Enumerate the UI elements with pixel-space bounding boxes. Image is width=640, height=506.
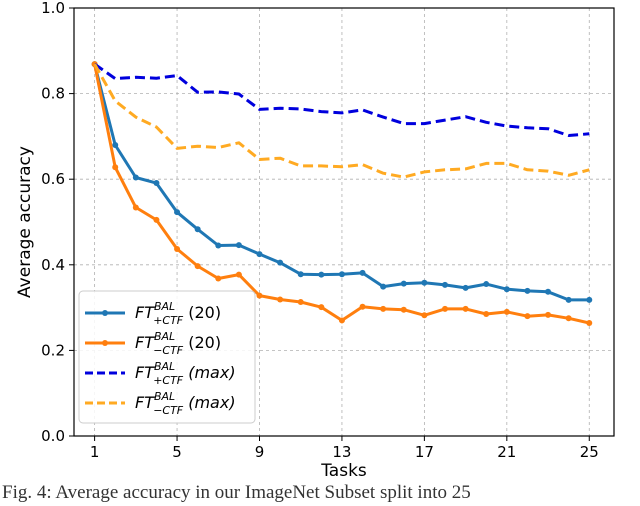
series-3 [93,62,590,137]
data-point [174,209,181,216]
data-point [462,305,469,312]
data-point [112,141,119,148]
legend-item: FTBAL +CTF (max) [85,360,236,387]
legend-item: FTBAL −CTF (20) [85,330,221,357]
legend-label: FTBAL +CTF (20) [135,300,221,327]
data-point [380,305,387,312]
data-point [380,283,387,290]
y-tick-label: 0.0 [41,427,65,445]
y-tick-label: 0.2 [41,341,65,359]
data-point [441,305,448,312]
series-4 [93,63,590,179]
x-tick-label: 5 [172,443,182,461]
data-point [132,204,139,211]
data-point [338,271,345,278]
data-point [235,271,242,278]
series-1 [91,61,593,303]
x-tick-label: 13 [332,443,351,461]
legend-label: FTBAL +CTF (max) [135,360,236,387]
legend: FTBAL +CTF (20) FTBAL −CTF (20) FTBAL +CTF (m… [78,290,256,424]
data-point [297,299,304,306]
data-point [586,296,593,303]
legend-box [78,290,256,424]
data-point [318,304,325,311]
data-point [277,296,284,303]
data-point [174,245,181,252]
data-point [359,269,366,276]
data-point [297,271,304,278]
data-point [153,216,160,223]
legend-item: FTBAL −CTF (max) [85,390,236,417]
x-tick-label: 25 [580,443,599,461]
data-point [277,259,284,266]
x-tick-label: 21 [497,443,516,461]
data-point [462,284,469,291]
series-2 [91,61,593,327]
data-point [153,180,160,187]
y-tick-label: 0.6 [41,170,65,188]
data-point [132,174,139,181]
y-tick-label: 0.4 [41,256,65,274]
data-point [524,313,531,320]
data-point [194,226,201,233]
series-line [93,63,590,179]
data-point [318,271,325,278]
data-point [503,286,510,293]
data-point [400,280,407,287]
legend-label: FTBAL −CTF (max) [135,390,236,417]
data-point [359,303,366,310]
data-point [545,311,552,318]
data-point [112,164,119,171]
data-point [194,263,201,270]
figure-caption: Fig. 4: Average accuracy in our ImageNet… [2,482,471,503]
data-point [586,320,593,327]
data-point [565,296,572,303]
y-tick-label: 1.0 [41,0,65,17]
data-point [545,288,552,295]
axis-ticks: 1 5 9 13 17 21 25 0.0 0.2 0.4 0.6 0.8 1.0 [41,0,599,461]
data-point [565,315,572,322]
data-point [215,242,222,249]
y-tick-label: 0.8 [41,85,65,103]
legend-item: FTBAL +CTF (20) [85,300,221,327]
data-point [421,279,428,286]
data-point [235,242,242,249]
data-point [483,311,490,318]
data-point [256,292,263,299]
data-point [256,251,263,258]
x-axis-label: Tasks [320,461,367,481]
data-point [524,287,531,294]
x-tick-label: 17 [415,443,434,461]
line-chart: 1 5 9 13 17 21 25 0.0 0.2 0.4 0.6 0.8 1.0 Tasks Aver… [15,0,615,481]
legend-marker [102,340,108,346]
data-point [503,308,510,315]
legend-label: FTBAL −CTF (20) [135,330,221,357]
data-point [215,275,222,282]
data-point [400,306,407,313]
series-line [93,62,590,137]
plot-frame [73,7,615,437]
y-axis-label: Average accuracy [15,146,35,298]
series-lines [91,61,593,327]
data-point [421,312,428,319]
data-point [338,317,345,324]
x-tick-label: 9 [255,443,265,461]
legend-marker [102,310,108,316]
x-tick-label: 1 [90,443,100,461]
data-point [483,281,490,288]
data-point [441,281,448,288]
